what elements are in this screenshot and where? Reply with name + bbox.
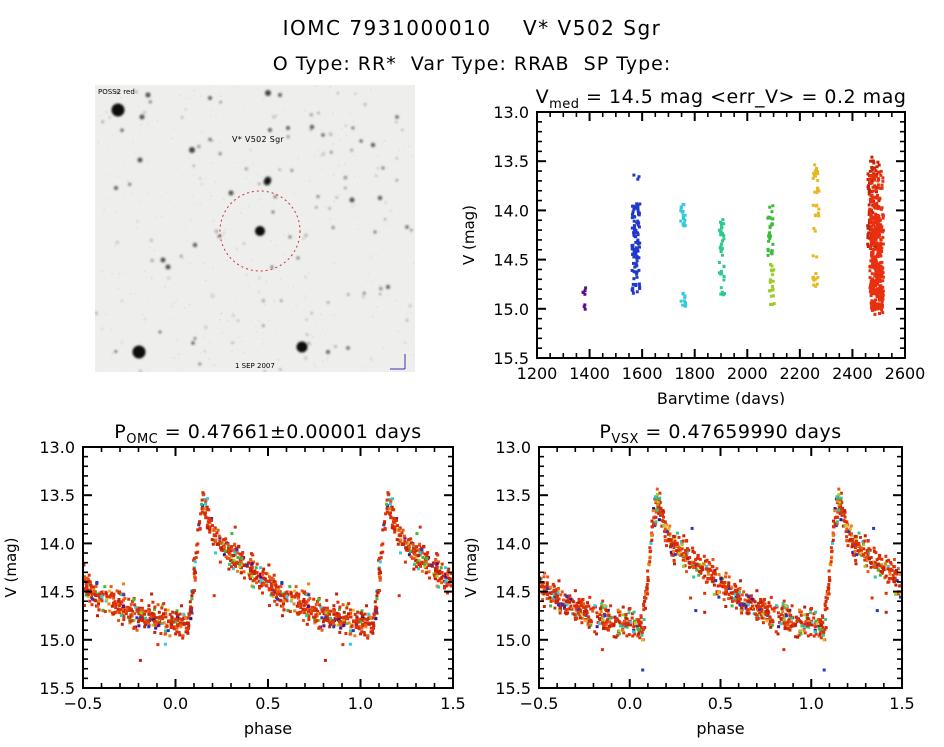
barytime-scatter-plot: 1200 1400 1600 1800 2000 2200 2400 2600 13.0 13.5…	[460, 86, 925, 405]
axis-ticks	[82, 446, 454, 689]
x-tick-label: 1.0	[348, 694, 373, 713]
sky-background	[95, 85, 415, 372]
axis-ticks	[538, 446, 903, 689]
x-axis-label: phase	[244, 719, 292, 738]
y-tick-label: 13.0	[495, 438, 531, 457]
y-axis-label: V (mag)	[462, 537, 480, 597]
x-tick-label: 2200	[779, 364, 820, 383]
y-tick-label: 14.5	[39, 583, 75, 602]
x-tick-label: 0.5	[255, 694, 280, 713]
page-title: IOMC 7931000010 V* V502 Sgr	[282, 16, 662, 40]
orientation-compass-icon	[390, 354, 406, 370]
finding-chart-image: V* V502 Sgr POSS2 red 1 SEP 2007	[95, 85, 415, 372]
x-tick-label: 1.0	[799, 694, 824, 713]
x-tick-label: 1200	[517, 364, 558, 383]
data-points	[581, 155, 885, 316]
x-tick-label: 0.0	[163, 694, 188, 713]
x-tick-label: 0.5	[708, 694, 733, 713]
y-tick-label: 14.5	[493, 251, 529, 270]
plot-phase_vsx: −0.5 0.0 0.5 1.0 1.5 13.0 13.5 14.0 14.5 15.0 15.5…	[462, 421, 915, 738]
x-tick-label: −0.5	[64, 694, 103, 713]
image-noise	[97, 85, 415, 372]
y-tick-label: 13.0	[39, 438, 75, 457]
x-tick-label: 2400	[832, 364, 873, 383]
x-tick-label: 2600	[885, 364, 926, 383]
x-tick-label: 0.0	[617, 694, 642, 713]
axis-tick-labels: −0.5 0.0 0.5 1.0 1.5 13.0 13.5 14.0 14.5 15.0 15.5	[39, 438, 465, 713]
plot-title: POMC = 0.47661±0.00001 days	[114, 421, 421, 447]
y-tick-label: 13.0	[493, 103, 529, 122]
y-tick-label: 14.0	[39, 534, 75, 553]
y-tick-label: 14.0	[493, 201, 529, 220]
y-tick-label: 13.5	[493, 152, 529, 171]
plot-barytime: 1200 1400 1600 1800 2000 2200 2400 2600 13.0 13.5…	[460, 86, 925, 405]
axis-tick-labels: −0.5 0.0 0.5 1.0 1.5 13.0 13.5 14.0 14.5 15.0 15.5	[495, 438, 914, 713]
target-label: V* V502 Sgr	[232, 135, 284, 144]
phase-folded-plot-vsx: −0.5 0.0 0.5 1.0 1.5 13.0 13.5 14.0 14.5 15.0 15.5…	[462, 421, 915, 738]
x-tick-label: 1600	[622, 364, 663, 383]
plot-title: PVSX = 0.47659990 days	[599, 421, 841, 447]
axes-box	[82, 446, 454, 689]
y-axis-label: V (mag)	[2, 537, 20, 597]
y-tick-label: 15.5	[493, 349, 529, 368]
target-aperture-circle	[219, 190, 301, 272]
x-axis-label: phase	[696, 719, 744, 738]
y-tick-label: 15.0	[495, 631, 531, 650]
y-tick-label: 15.0	[39, 631, 75, 650]
x-tick-label: 1.5	[889, 694, 914, 713]
y-tick-label: 14.0	[495, 534, 531, 553]
x-tick-label: 2000	[727, 364, 768, 383]
star-field	[95, 90, 413, 372]
phase-folded-plot-omc: −0.5 0.0 0.5 1.0 1.5 13.0 13.5 14.0 14.5 15.0 15.5…	[2, 421, 466, 738]
y-tick-label: 15.5	[495, 679, 531, 698]
x-tick-label: 1400	[569, 364, 610, 383]
x-tick-label: 1800	[674, 364, 715, 383]
survey-label: POSS2 red	[98, 88, 135, 96]
x-tick-label: 1.5	[440, 694, 465, 713]
y-tick-label: 13.5	[39, 486, 75, 505]
y-tick-label: 14.5	[495, 583, 531, 602]
data-points	[539, 487, 902, 672]
y-tick-label: 15.0	[493, 300, 529, 319]
y-tick-label: 13.5	[495, 486, 531, 505]
plot-phase_omc: −0.5 0.0 0.5 1.0 1.5 13.0 13.5 14.0 14.5 15.0 15.5…	[2, 421, 466, 738]
y-axis-label: V (mag)	[460, 205, 478, 265]
page-subtitle: O Type: RR* Var Type: RRAB SP Type:	[272, 53, 672, 75]
y-tick-label: 15.5	[39, 679, 75, 698]
date-label: 1 SEP 2007	[235, 362, 275, 370]
axes-box	[538, 446, 903, 689]
data-points	[83, 491, 453, 662]
axis-tick-labels: 1200 1400 1600 1800 2000 2200 2400 2600 13.0 13.5…	[493, 103, 925, 383]
x-tick-label: −0.5	[520, 694, 559, 713]
axis-ticks	[536, 111, 906, 359]
plot-title: Vmed = 14.5 mag <err_V> = 0.2 mag	[536, 86, 907, 112]
x-axis-label: Barytime (days)	[657, 389, 785, 405]
